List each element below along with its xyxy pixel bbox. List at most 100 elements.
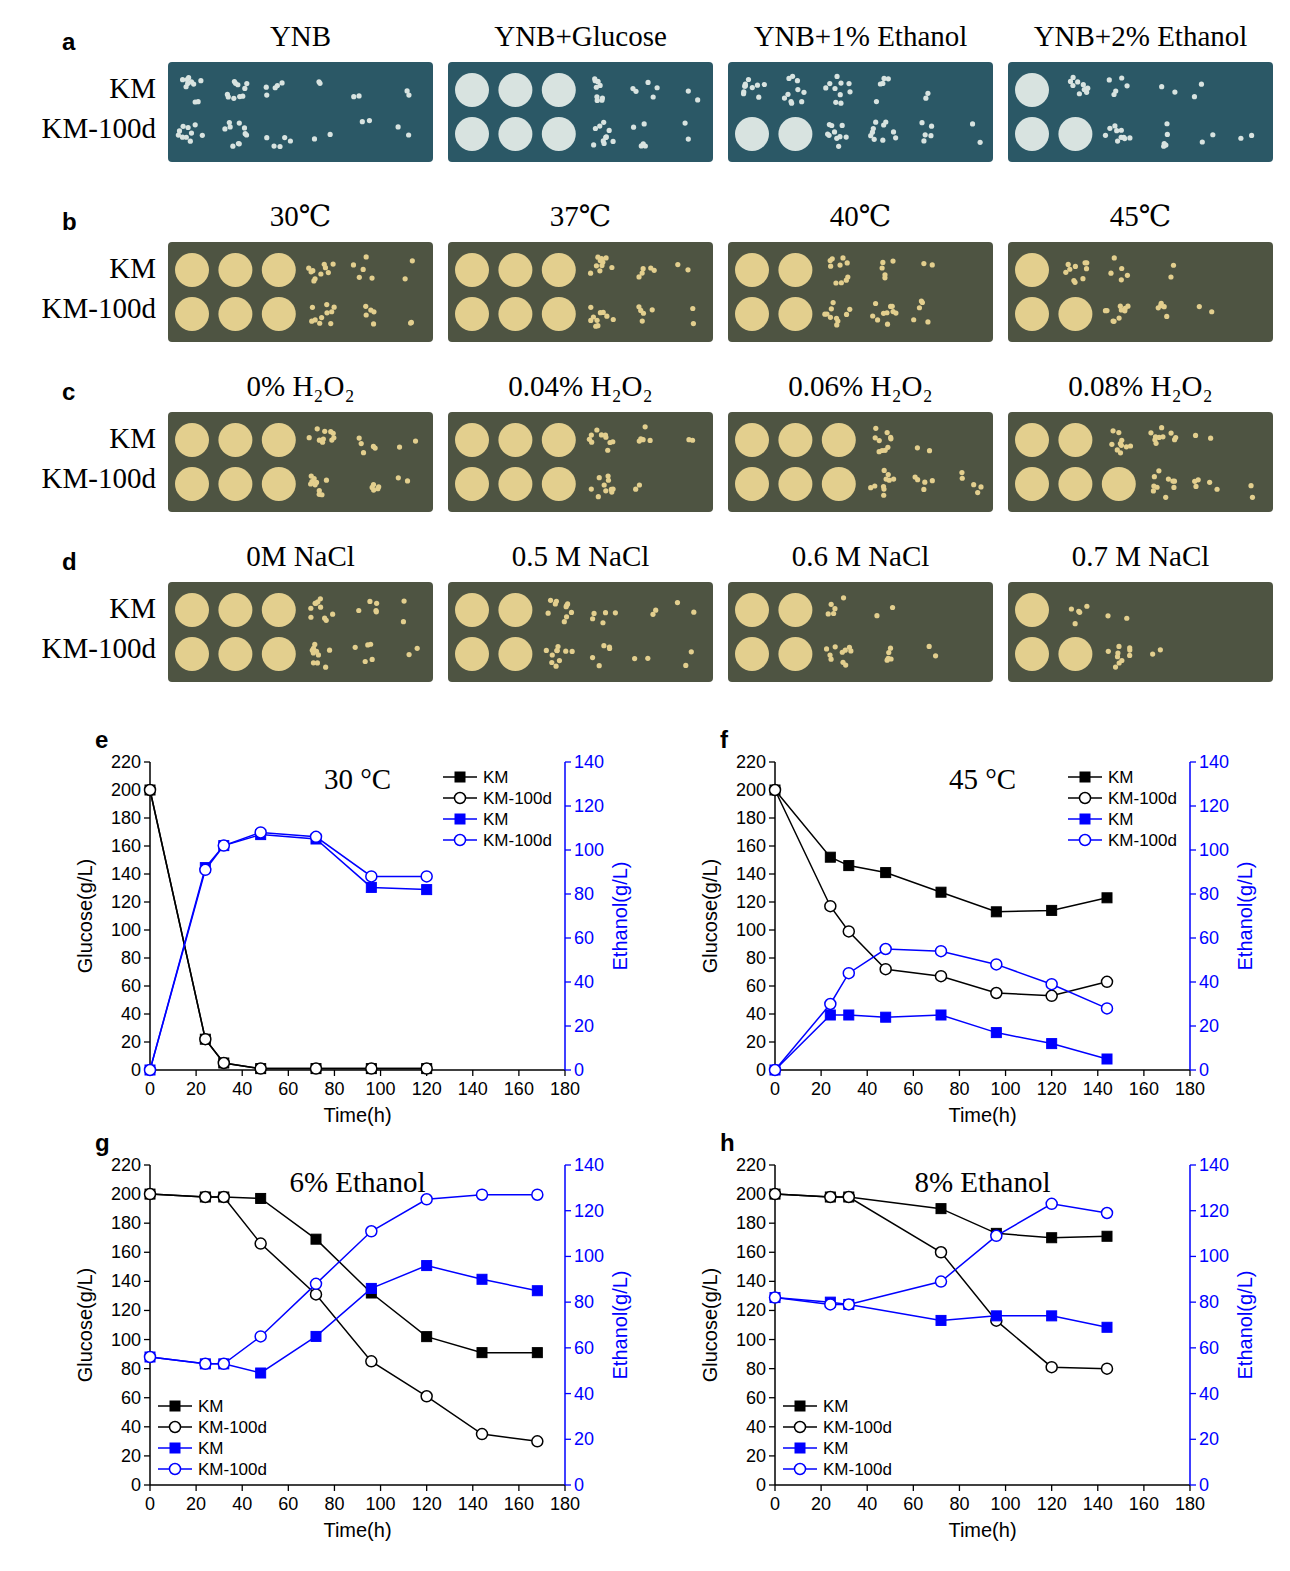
y2-tick-label: 80 <box>574 884 594 904</box>
colony <box>329 438 334 443</box>
spot <box>175 593 209 627</box>
y-tick-label: 160 <box>111 836 141 856</box>
colony <box>318 605 323 610</box>
y-tick-label: 100 <box>736 920 766 940</box>
y2-tick-label: 0 <box>574 1475 584 1495</box>
y-axis <box>774 762 776 1070</box>
colony <box>1066 262 1071 267</box>
x-tick-label: 180 <box>550 1079 580 1099</box>
colony <box>317 438 322 443</box>
colony <box>643 424 648 429</box>
y-tick <box>144 1339 150 1340</box>
colony <box>1111 319 1116 324</box>
colony <box>1069 606 1074 611</box>
marker-square <box>219 1058 229 1068</box>
colony <box>193 99 198 104</box>
y-tick <box>144 1252 150 1253</box>
spot <box>919 120 934 143</box>
legend-label: KM <box>823 1397 849 1416</box>
spot-lawn <box>455 117 489 151</box>
marker-circle <box>366 871 377 882</box>
plate <box>168 62 433 162</box>
y-tick-label: 60 <box>746 1388 766 1408</box>
x-tick <box>242 1070 243 1076</box>
spot-lawn <box>1015 423 1049 457</box>
legend-label: KM <box>1108 810 1134 829</box>
spot <box>309 302 337 326</box>
y2-tick <box>565 1439 571 1440</box>
y-tick <box>144 1397 150 1398</box>
colony <box>307 435 312 440</box>
y2-tick-label: 140 <box>574 1155 604 1175</box>
x-tick <box>242 1485 243 1491</box>
spot <box>306 262 336 284</box>
colony <box>603 488 608 493</box>
colony <box>1068 79 1073 84</box>
colony <box>396 124 401 129</box>
spot <box>396 124 412 137</box>
colony <box>317 321 322 326</box>
colony <box>930 262 935 267</box>
colony <box>1084 604 1089 609</box>
colony <box>1109 442 1114 447</box>
marker-circle <box>825 901 836 912</box>
colony <box>363 659 368 664</box>
spot <box>262 593 296 627</box>
spot <box>636 265 656 279</box>
x-tick <box>1051 1070 1052 1076</box>
y2-tick <box>565 1484 571 1485</box>
x-tick-label: 120 <box>1037 1079 1067 1099</box>
colony <box>927 448 932 453</box>
y-tick <box>144 1164 150 1165</box>
marker-square <box>881 868 891 878</box>
marker-square <box>311 1234 321 1244</box>
marker-circle <box>532 1189 543 1200</box>
marker-circle <box>311 831 322 842</box>
spot <box>735 637 769 671</box>
colony <box>415 646 420 651</box>
y2-tick <box>565 1210 571 1211</box>
marker-circle <box>145 1352 156 1363</box>
spot <box>1015 117 1049 151</box>
marker-circle <box>991 988 1002 999</box>
colony <box>642 121 647 126</box>
colony <box>885 658 890 663</box>
spot <box>310 642 332 670</box>
y-tick-label: 200 <box>736 780 766 800</box>
colony <box>371 482 376 487</box>
spot <box>1238 133 1254 141</box>
colony <box>917 305 922 310</box>
legend-label: KM-100d <box>483 831 552 850</box>
spot <box>498 297 532 331</box>
x-tick-label: 80 <box>949 1494 969 1514</box>
colony <box>554 648 559 653</box>
colony <box>686 137 691 142</box>
colony <box>929 124 934 129</box>
x-tick-label: 180 <box>550 1494 580 1514</box>
y-tick-label: 200 <box>736 1184 766 1204</box>
colony <box>829 123 834 128</box>
spot <box>406 646 419 658</box>
x-tick-label: 80 <box>324 1494 344 1514</box>
spot <box>455 423 489 457</box>
colony <box>971 482 976 487</box>
colony <box>801 90 806 95</box>
spot-lawn <box>175 593 209 627</box>
y2-tick <box>1190 1025 1196 1026</box>
colony <box>198 78 203 83</box>
y-tick <box>144 985 150 986</box>
spot <box>912 475 934 492</box>
colony <box>885 430 890 435</box>
y2-tick <box>1190 1069 1196 1070</box>
spot <box>218 593 252 627</box>
colony <box>315 426 320 431</box>
colony <box>691 610 696 615</box>
colony <box>651 94 656 99</box>
marker-circle <box>255 1331 266 1342</box>
marker-square <box>1047 905 1057 915</box>
colony <box>695 97 700 102</box>
marker-circle <box>795 1422 806 1433</box>
colony <box>183 84 188 89</box>
spot <box>589 473 616 499</box>
spot <box>1248 483 1255 500</box>
